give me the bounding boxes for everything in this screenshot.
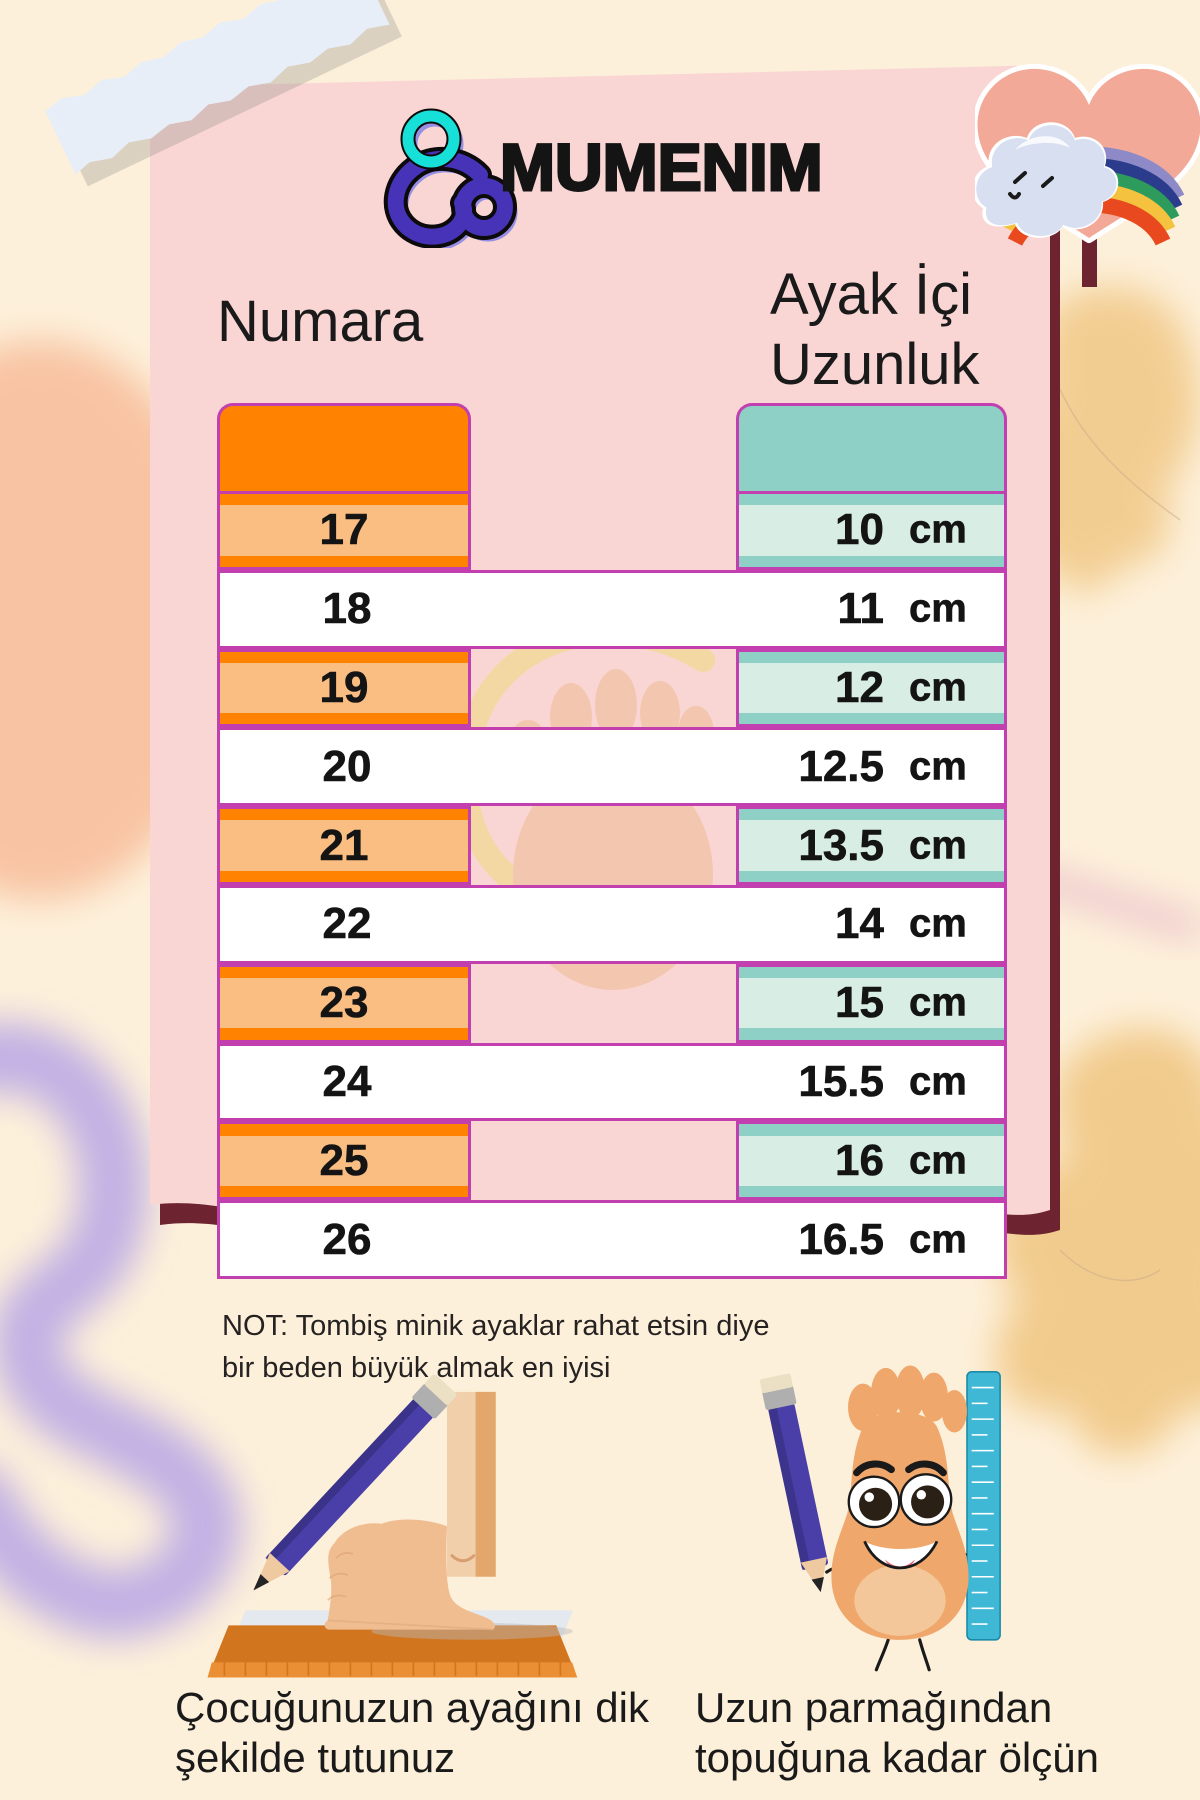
svg-text:MUMENIM: MUMENIM [500,130,823,204]
